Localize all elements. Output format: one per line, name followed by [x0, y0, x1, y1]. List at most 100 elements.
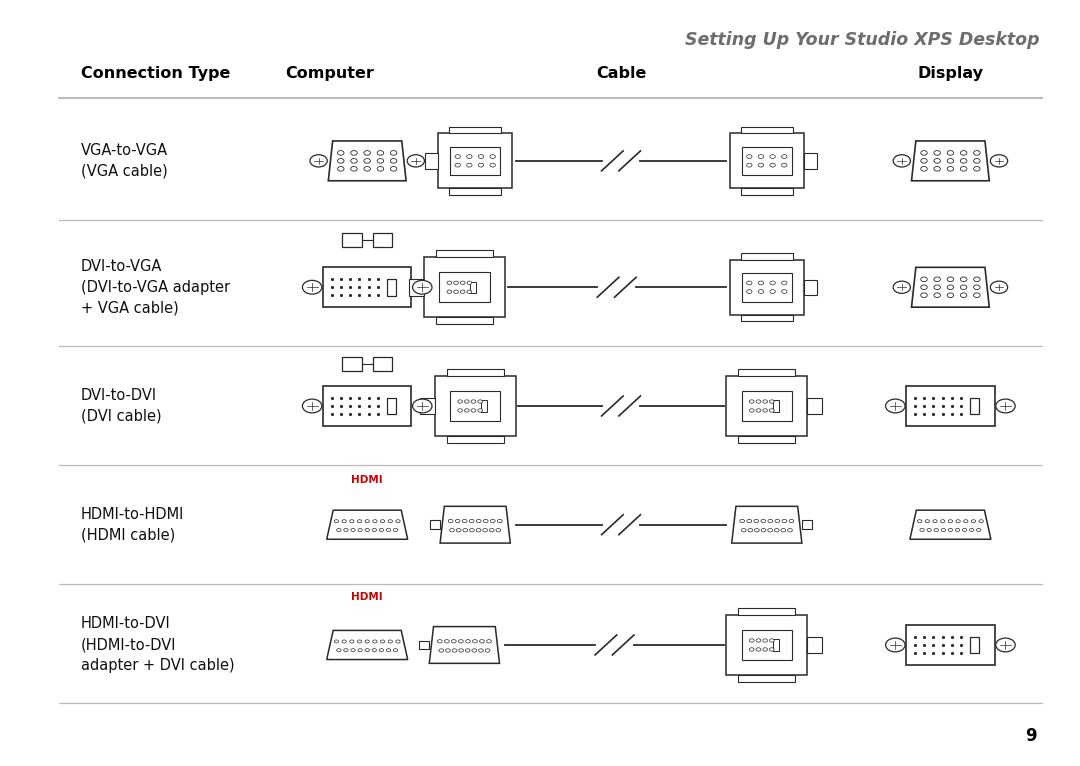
Circle shape — [337, 649, 341, 652]
Circle shape — [460, 281, 465, 284]
Circle shape — [960, 151, 967, 155]
Circle shape — [447, 281, 451, 284]
Polygon shape — [429, 627, 499, 663]
Circle shape — [758, 290, 764, 293]
Polygon shape — [732, 506, 801, 543]
Circle shape — [926, 519, 930, 522]
Bar — [742, 273, 792, 302]
Circle shape — [453, 649, 457, 652]
Circle shape — [921, 166, 928, 171]
Circle shape — [484, 519, 488, 522]
Circle shape — [393, 649, 397, 652]
Circle shape — [458, 409, 462, 412]
Circle shape — [390, 166, 396, 171]
Circle shape — [960, 159, 967, 163]
Bar — [741, 253, 793, 260]
Circle shape — [470, 529, 474, 532]
Circle shape — [750, 400, 754, 403]
Circle shape — [357, 519, 362, 522]
Circle shape — [893, 281, 910, 293]
Bar — [804, 153, 816, 169]
Text: HDMI: HDMI — [351, 475, 383, 485]
Circle shape — [445, 649, 450, 652]
Bar — [434, 376, 516, 436]
Circle shape — [379, 529, 383, 532]
Bar — [447, 436, 503, 443]
Circle shape — [770, 281, 775, 285]
Bar — [430, 520, 441, 529]
Circle shape — [351, 159, 357, 163]
Bar — [426, 153, 438, 169]
Circle shape — [343, 649, 348, 652]
Circle shape — [373, 529, 377, 532]
Text: 9: 9 — [1025, 727, 1037, 745]
Bar — [742, 630, 792, 660]
Circle shape — [473, 640, 477, 643]
Circle shape — [478, 163, 484, 167]
Bar — [409, 279, 423, 296]
Circle shape — [373, 649, 377, 652]
Polygon shape — [912, 141, 989, 181]
Bar — [373, 233, 392, 247]
Circle shape — [990, 281, 1008, 293]
Circle shape — [388, 640, 392, 643]
Text: Display: Display — [917, 66, 984, 81]
Circle shape — [455, 155, 460, 159]
Circle shape — [750, 639, 754, 642]
Bar — [447, 369, 503, 376]
Circle shape — [768, 519, 772, 522]
Circle shape — [476, 529, 481, 532]
Circle shape — [933, 519, 937, 522]
Circle shape — [471, 409, 476, 412]
Circle shape — [956, 519, 960, 522]
Circle shape — [769, 400, 774, 403]
Circle shape — [934, 529, 939, 532]
Circle shape — [746, 155, 752, 159]
Bar — [730, 260, 804, 315]
Circle shape — [782, 290, 787, 293]
Circle shape — [373, 519, 377, 522]
Circle shape — [770, 290, 775, 293]
Bar — [773, 640, 779, 650]
Circle shape — [377, 151, 383, 155]
Circle shape — [973, 285, 980, 290]
Circle shape — [921, 151, 928, 155]
Circle shape — [947, 285, 954, 290]
Circle shape — [342, 519, 347, 522]
Text: HDMI: HDMI — [351, 592, 383, 602]
Circle shape — [947, 159, 954, 163]
Circle shape — [498, 519, 502, 522]
Circle shape — [996, 399, 1015, 413]
Circle shape — [976, 529, 981, 532]
Circle shape — [448, 519, 453, 522]
Text: Setting Up Your Studio XPS Desktop: Setting Up Your Studio XPS Desktop — [686, 31, 1040, 48]
Circle shape — [302, 280, 322, 294]
Circle shape — [927, 529, 931, 532]
Circle shape — [413, 399, 432, 413]
Circle shape — [921, 293, 928, 297]
Circle shape — [956, 529, 960, 532]
Circle shape — [756, 648, 760, 651]
Bar — [741, 188, 793, 195]
Bar — [449, 126, 501, 133]
Bar — [436, 317, 492, 324]
Circle shape — [770, 163, 775, 167]
Circle shape — [762, 400, 768, 403]
Circle shape — [463, 529, 468, 532]
Circle shape — [782, 155, 787, 159]
Circle shape — [769, 639, 774, 642]
Circle shape — [380, 519, 384, 522]
Circle shape — [746, 281, 752, 285]
Circle shape — [365, 519, 369, 522]
Circle shape — [770, 155, 775, 159]
Circle shape — [413, 280, 432, 294]
Circle shape — [947, 166, 954, 171]
Bar — [323, 386, 411, 426]
Circle shape — [364, 151, 370, 155]
Circle shape — [755, 529, 759, 532]
Circle shape — [886, 638, 905, 652]
Circle shape — [472, 649, 476, 652]
Circle shape — [740, 519, 744, 522]
Circle shape — [351, 649, 355, 652]
Circle shape — [342, 640, 347, 643]
